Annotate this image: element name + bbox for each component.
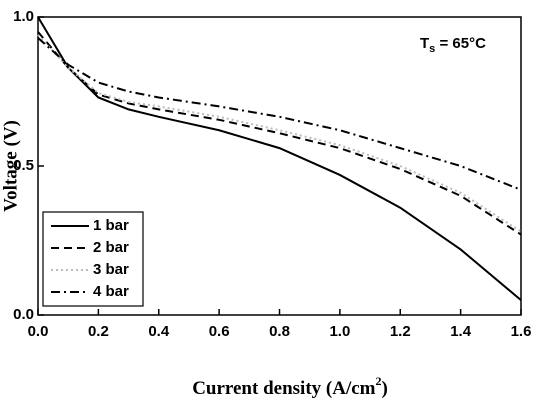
annotation-rest: = 65°C (435, 35, 486, 52)
x-label-end: ) (381, 378, 387, 399)
legend-label: 1 bar (93, 217, 129, 234)
series-line (37, 34, 522, 233)
x-tick-label: 1.2 (390, 323, 411, 340)
x-label-sup: 2 (375, 374, 381, 388)
legend-label: 3 bar (93, 261, 129, 278)
x-tick-label: 0.2 (88, 323, 109, 340)
series-line (37, 37, 522, 191)
y-axis-label: Voltage (V) (0, 120, 21, 212)
y-tick-label: 0.0 (13, 306, 34, 323)
x-tick-label: 0.6 (209, 323, 230, 340)
annotation: Ts = 65°C (420, 35, 486, 55)
annotation-sub: s (429, 43, 435, 55)
legend-box (42, 211, 144, 307)
x-label-text: Current density (A/cm (192, 378, 375, 399)
series-line (37, 16, 522, 301)
annotation-main: T (420, 35, 429, 52)
x-tick-label: 0.0 (28, 323, 49, 340)
x-tick-label: 0.8 (269, 323, 290, 340)
y-tick-label: 0.5 (13, 157, 34, 174)
series-line (37, 31, 522, 236)
x-axis-label: Current density (A/cm2) (192, 374, 388, 400)
x-tick-label: 1.6 (511, 323, 532, 340)
x-tick-label: 0.4 (148, 323, 170, 340)
x-tick-label: 1.0 (329, 323, 350, 340)
y-tick-label: 1.0 (13, 8, 34, 25)
legend-label: 2 bar (93, 239, 129, 256)
legend-label: 4 bar (93, 283, 129, 300)
x-tick-label: 1.4 (450, 323, 472, 340)
